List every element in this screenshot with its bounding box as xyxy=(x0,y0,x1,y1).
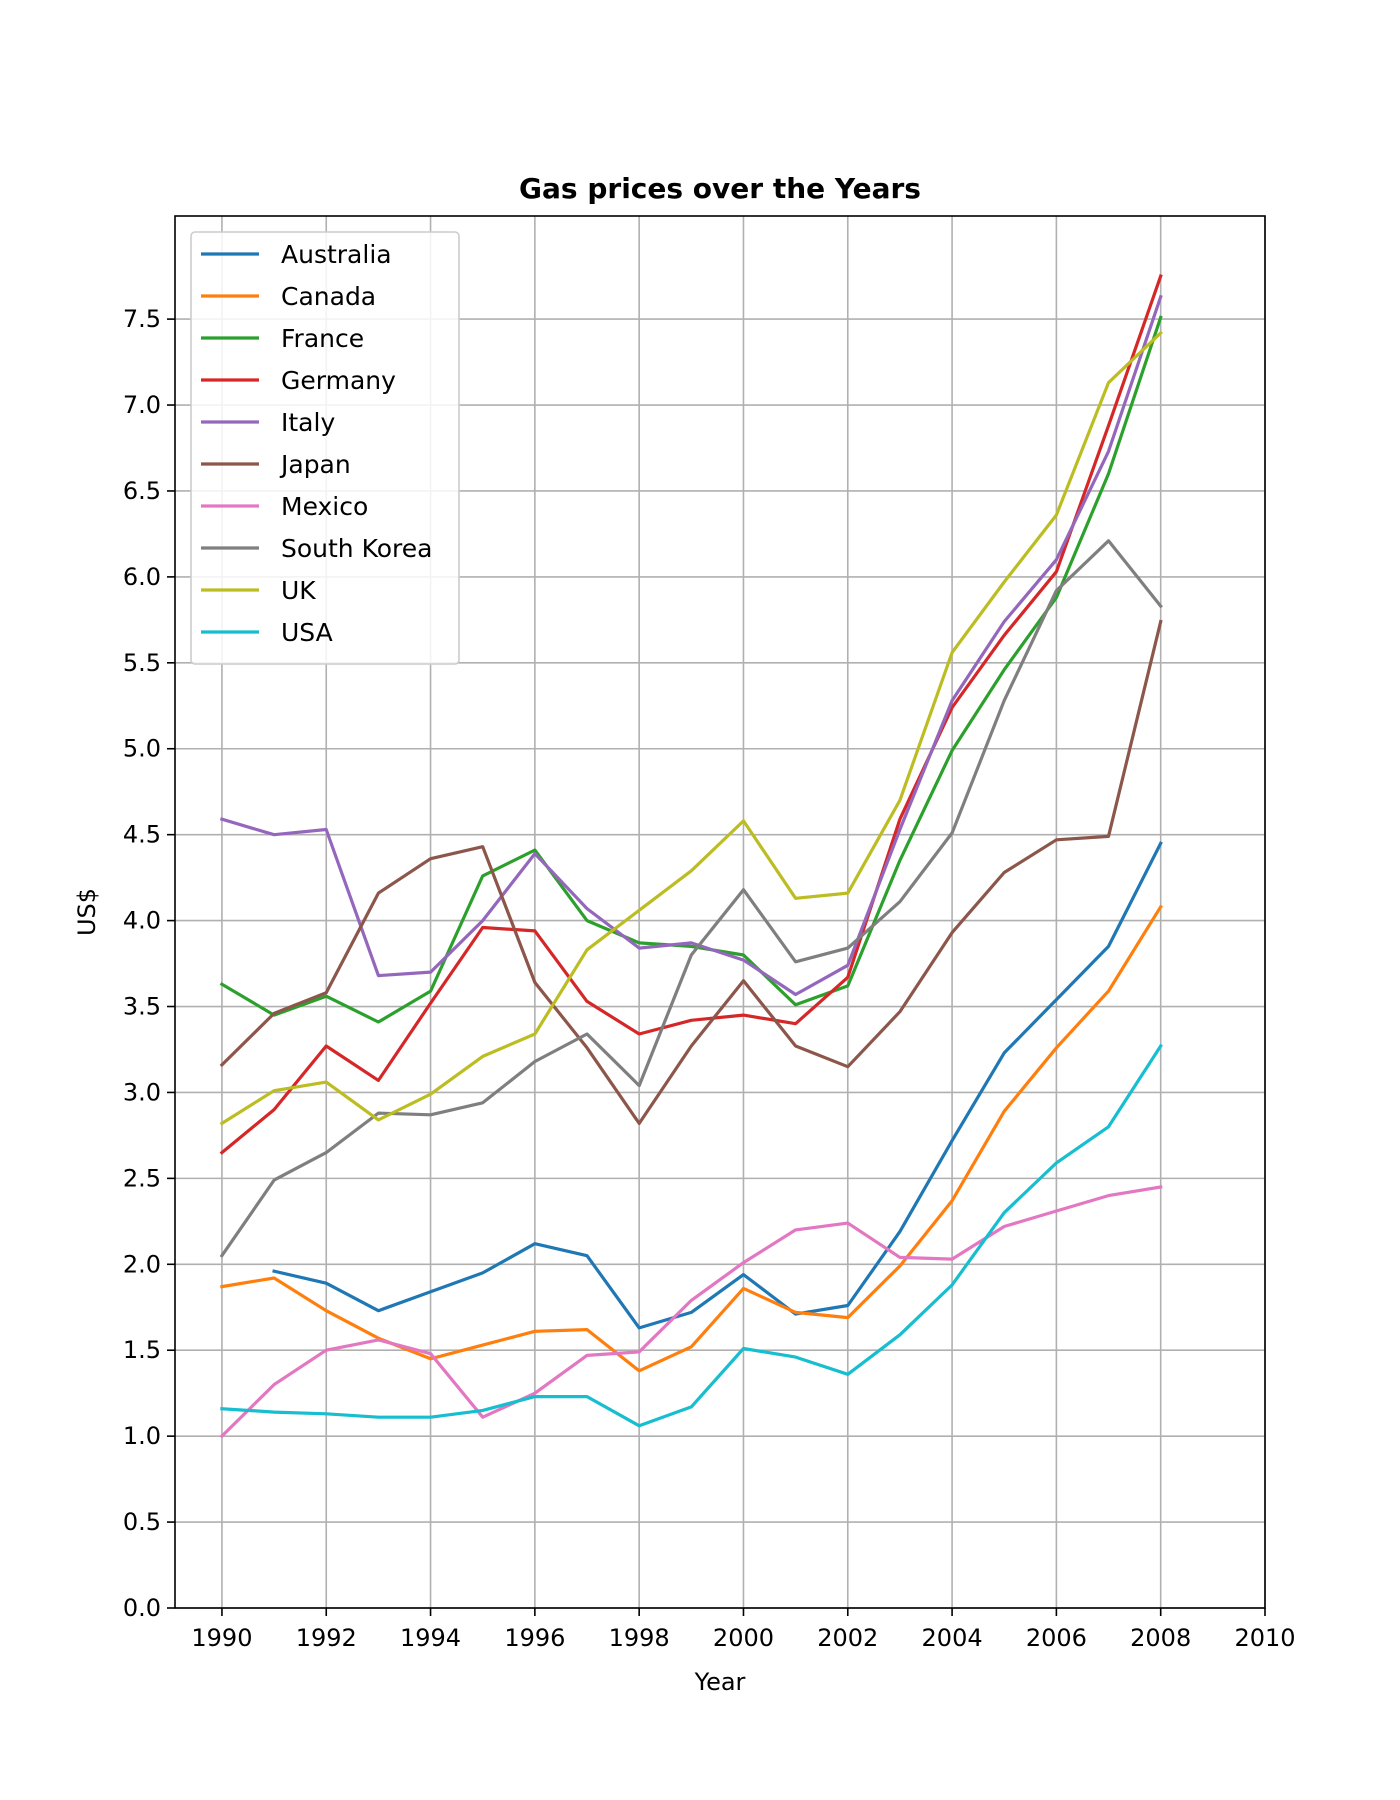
legend-label-japan: Japan xyxy=(279,450,351,479)
x-tick-label: 2010 xyxy=(1234,1624,1295,1652)
legend-label-italy: Italy xyxy=(281,408,335,437)
x-tick-label: 1996 xyxy=(504,1624,565,1652)
y-tick-label: 2.5 xyxy=(123,1164,161,1192)
y-tick-label: 6.0 xyxy=(123,563,161,591)
legend-label-usa: USA xyxy=(281,618,333,647)
plot-frame xyxy=(174,215,1266,1609)
x-tick-label: 1990 xyxy=(191,1624,252,1652)
legend-label-south-korea: South Korea xyxy=(281,534,432,563)
x-tick-label: 2008 xyxy=(1130,1624,1191,1652)
x-tick-label: 2004 xyxy=(922,1624,983,1652)
y-tick-label: 7.0 xyxy=(123,391,161,419)
legend: Australia Canada France Germany Italy Japan Me… xyxy=(190,231,460,665)
x-axis-ticks: 1990 1992 1994 1996 1998 2000 2002 2004 2006 2008… xyxy=(191,1608,1296,1652)
x-tick-label: 1992 xyxy=(296,1624,357,1652)
series-lines xyxy=(219,274,1163,1439)
y-tick-label: 2.0 xyxy=(123,1250,161,1278)
series-line-japan xyxy=(219,619,1163,1125)
series-line-uk xyxy=(219,330,1163,1126)
series-line-germany xyxy=(219,274,1163,1155)
legend-label-canada: Canada xyxy=(281,282,376,311)
series-line-australia xyxy=(272,841,1163,1330)
x-axis-title: Year xyxy=(694,1668,746,1696)
x-tick-label: 1998 xyxy=(609,1624,670,1652)
y-tick-label: 0.0 xyxy=(123,1594,161,1622)
y-tick-label: 0.5 xyxy=(123,1508,161,1536)
series-line-mexico xyxy=(219,1185,1163,1439)
y-tick-label: 1.5 xyxy=(123,1336,161,1364)
y-tick-label: 7.5 xyxy=(123,305,161,333)
legend-label-uk: UK xyxy=(281,576,316,605)
y-tick-label: 4.5 xyxy=(123,821,161,849)
series-line-canada xyxy=(220,904,1163,1373)
y-tick-label: 3.0 xyxy=(123,1078,161,1106)
chart-title: Gas prices over the Years xyxy=(519,172,921,205)
series-line-usa xyxy=(220,1043,1163,1428)
series-line-italy xyxy=(219,294,1163,997)
y-axis-ticks: 0.0 0.5 1.0 1.5 2.0 2.5 3.0 3.5 4.0 4.5 5.0 5.5 6.0 6… xyxy=(123,305,175,1622)
y-axis-title: US$ xyxy=(73,888,101,936)
legend-label-france: France xyxy=(281,324,364,353)
legend-label-mexico: Mexico xyxy=(281,492,368,521)
y-tick-label: 5.0 xyxy=(123,735,161,763)
legend-label-australia: Australia xyxy=(281,240,392,269)
y-tick-label: 1.0 xyxy=(123,1422,161,1450)
y-tick-label: 5.5 xyxy=(123,649,161,677)
y-tick-label: 3.5 xyxy=(123,993,161,1021)
legend-box xyxy=(190,231,460,665)
x-tick-label: 1994 xyxy=(400,1624,461,1652)
y-tick-label: 6.5 xyxy=(123,477,161,505)
y-tick-label: 4.0 xyxy=(123,907,161,935)
x-tick-label: 2006 xyxy=(1026,1624,1087,1652)
series-line-south-korea xyxy=(219,539,1163,1258)
x-tick-label: 2002 xyxy=(817,1624,878,1652)
series-line-france xyxy=(219,315,1163,1024)
legend-label-germany: Germany xyxy=(281,366,396,395)
x-tick-label: 2000 xyxy=(713,1624,774,1652)
